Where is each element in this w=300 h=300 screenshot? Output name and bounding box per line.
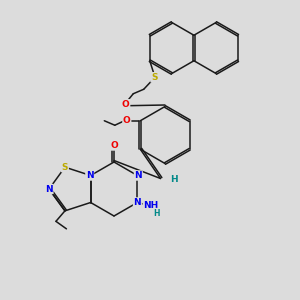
Text: O: O (122, 100, 130, 109)
Text: S: S (151, 73, 158, 82)
Text: O: O (123, 116, 131, 125)
Text: N: N (134, 198, 141, 207)
Text: NH: NH (143, 201, 158, 210)
Text: O: O (110, 141, 118, 150)
Text: N: N (45, 184, 53, 194)
Text: N: N (86, 171, 94, 180)
Text: H: H (153, 208, 160, 217)
Text: N: N (134, 171, 142, 180)
Text: S: S (62, 163, 68, 172)
Text: H: H (170, 176, 178, 184)
